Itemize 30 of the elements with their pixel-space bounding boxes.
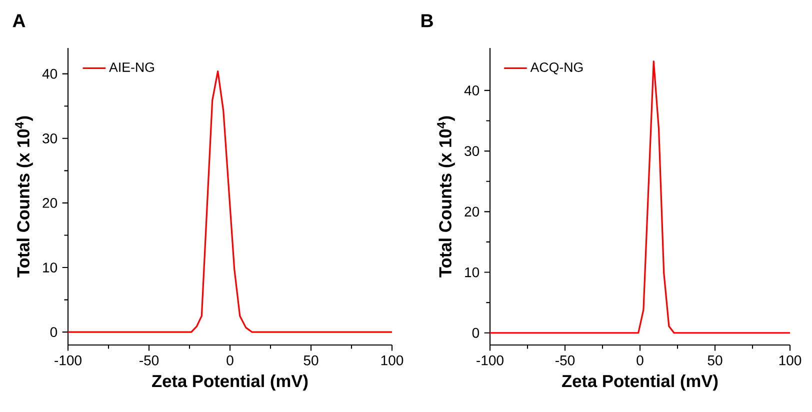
x-tick-label: 100: [381, 355, 404, 366]
y-tick-label: 10: [465, 267, 480, 278]
y-tick-label: 20: [464, 206, 480, 217]
y-axis-title: Total Counts (x 10$^{4}$): [15, 116, 33, 278]
y-tick-label: 20: [42, 198, 58, 208]
y-tick-label: 30: [464, 146, 480, 156]
y-tick-label: 30: [42, 133, 58, 144]
x-tick-label: 0: [226, 355, 234, 366]
x-axis-title: Zeta Potential (mV): [562, 374, 718, 391]
x-tick-label: 50: [708, 355, 722, 366]
chart-title: B: [422, 14, 433, 28]
x-tick-label: 50: [304, 355, 318, 366]
chart-title: A: [12, 14, 26, 28]
legend-label: ACQ-NG: [530, 62, 583, 74]
x-tick-label: -50: [556, 355, 575, 366]
line-series: [489, 60, 791, 334]
x-tick-label: -100: [54, 355, 82, 366]
x-tick-label: 100: [779, 355, 802, 366]
line-series: [67, 70, 393, 333]
x-axis-title: Zeta Potential (mV): [152, 374, 308, 391]
y-tick-label: 40: [42, 68, 58, 79]
legend-label: AIE-NG: [109, 62, 154, 72]
x-tick-label: 0: [636, 355, 644, 366]
y-tick-label: 0: [472, 328, 480, 338]
x-tick-label: -100: [476, 355, 504, 366]
y-tick-label: 40: [464, 85, 480, 96]
y-axis-title: Total Counts (x 10$^{4}$): [437, 116, 455, 278]
y-tick-label: 10: [43, 262, 58, 272]
x-tick-label: -50: [140, 355, 159, 366]
y-tick-label: 0: [50, 327, 58, 338]
